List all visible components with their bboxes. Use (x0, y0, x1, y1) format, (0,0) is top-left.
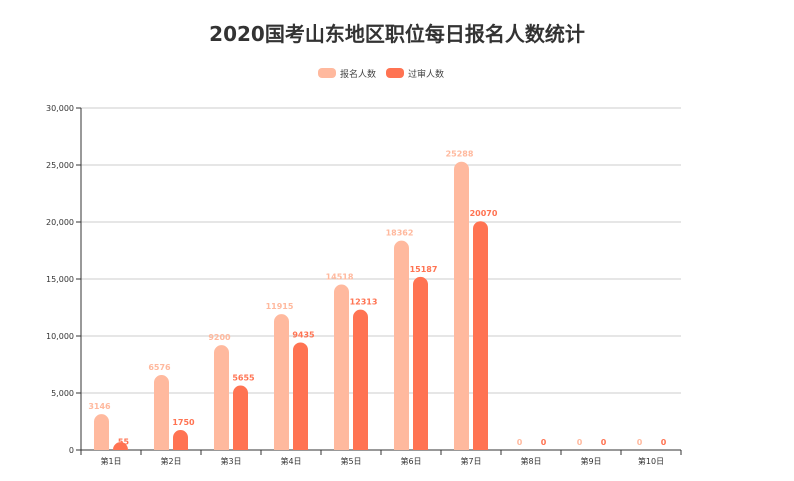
bar-applicants[interactable] (454, 161, 469, 450)
y-tick-label: 5,000 (51, 389, 74, 398)
bar-approved[interactable] (353, 309, 368, 450)
bar-approved[interactable] (413, 276, 428, 450)
x-tick-label: 第10日 (638, 456, 664, 466)
bar-approved[interactable] (113, 442, 128, 450)
data-label-approved: 55 (118, 437, 130, 446)
legend-item-applicants[interactable]: 报名人数 (318, 67, 376, 80)
bar-applicants[interactable] (214, 345, 229, 450)
data-label-approved: 0 (601, 438, 607, 447)
data-label-approved: 0 (541, 438, 547, 447)
bar-approved[interactable] (233, 385, 248, 450)
bar-applicants[interactable] (274, 314, 289, 450)
bar-applicants[interactable] (334, 284, 349, 450)
data-label-applicants: 18362 (386, 229, 414, 238)
data-label-approved: 12313 (350, 298, 378, 307)
data-label-approved: 1750 (172, 418, 195, 427)
data-label-approved: 20070 (470, 209, 498, 218)
legend-swatch-approved (386, 68, 405, 78)
y-tick-label: 30,000 (46, 104, 74, 113)
bar-approved[interactable] (473, 221, 488, 450)
x-tick-label: 第7日 (460, 456, 481, 466)
legend-label-applicants: 报名人数 (340, 69, 377, 80)
data-label-applicants: 6576 (148, 363, 171, 372)
data-label-applicants: 11915 (266, 302, 294, 311)
x-tick-label: 第3日 (220, 456, 241, 466)
x-tick-label: 第8日 (520, 456, 541, 466)
x-tick-label: 第1日 (100, 456, 121, 466)
legend: 报名人数 过审人数 (318, 66, 454, 80)
data-label-applicants: 0 (577, 438, 583, 447)
data-label-applicants: 14518 (326, 272, 354, 281)
y-tick-label: 15,000 (46, 275, 74, 284)
data-label-approved: 9435 (292, 330, 315, 339)
data-label-applicants: 9200 (208, 333, 231, 342)
x-tick-label: 第6日 (400, 456, 421, 466)
bar-approved[interactable] (173, 430, 188, 450)
bar-approved[interactable] (293, 342, 308, 450)
data-label-approved: 5655 (232, 374, 255, 383)
bar-applicants[interactable] (394, 240, 409, 450)
x-tick-label: 第5日 (340, 456, 361, 466)
legend-label-approved: 过审人数 (408, 69, 445, 80)
x-tick-label: 第2日 (160, 456, 181, 466)
y-tick-label: 20,000 (46, 218, 74, 227)
data-label-applicants: 0 (517, 438, 523, 447)
data-label-approved: 15187 (410, 265, 438, 274)
bar-applicants[interactable] (94, 414, 109, 450)
data-label-applicants: 25288 (446, 150, 474, 159)
y-tick-label: 10,000 (46, 332, 74, 341)
y-tick-label: 0 (69, 446, 74, 455)
x-tick-label: 第9日 (580, 456, 601, 466)
legend-item-approved[interactable]: 过审人数 (386, 67, 444, 80)
data-label-applicants: 3146 (88, 402, 111, 411)
chart-title: 2020国考山东地区职位每日报名人数统计 (209, 22, 585, 46)
bar-applicants[interactable] (154, 375, 169, 450)
legend-swatch-applicants (318, 68, 336, 78)
data-label-applicants: 0 (637, 438, 643, 447)
x-tick-label: 第4日 (280, 456, 301, 466)
y-tick-label: 25,000 (46, 161, 74, 170)
data-label-approved: 0 (661, 438, 667, 447)
